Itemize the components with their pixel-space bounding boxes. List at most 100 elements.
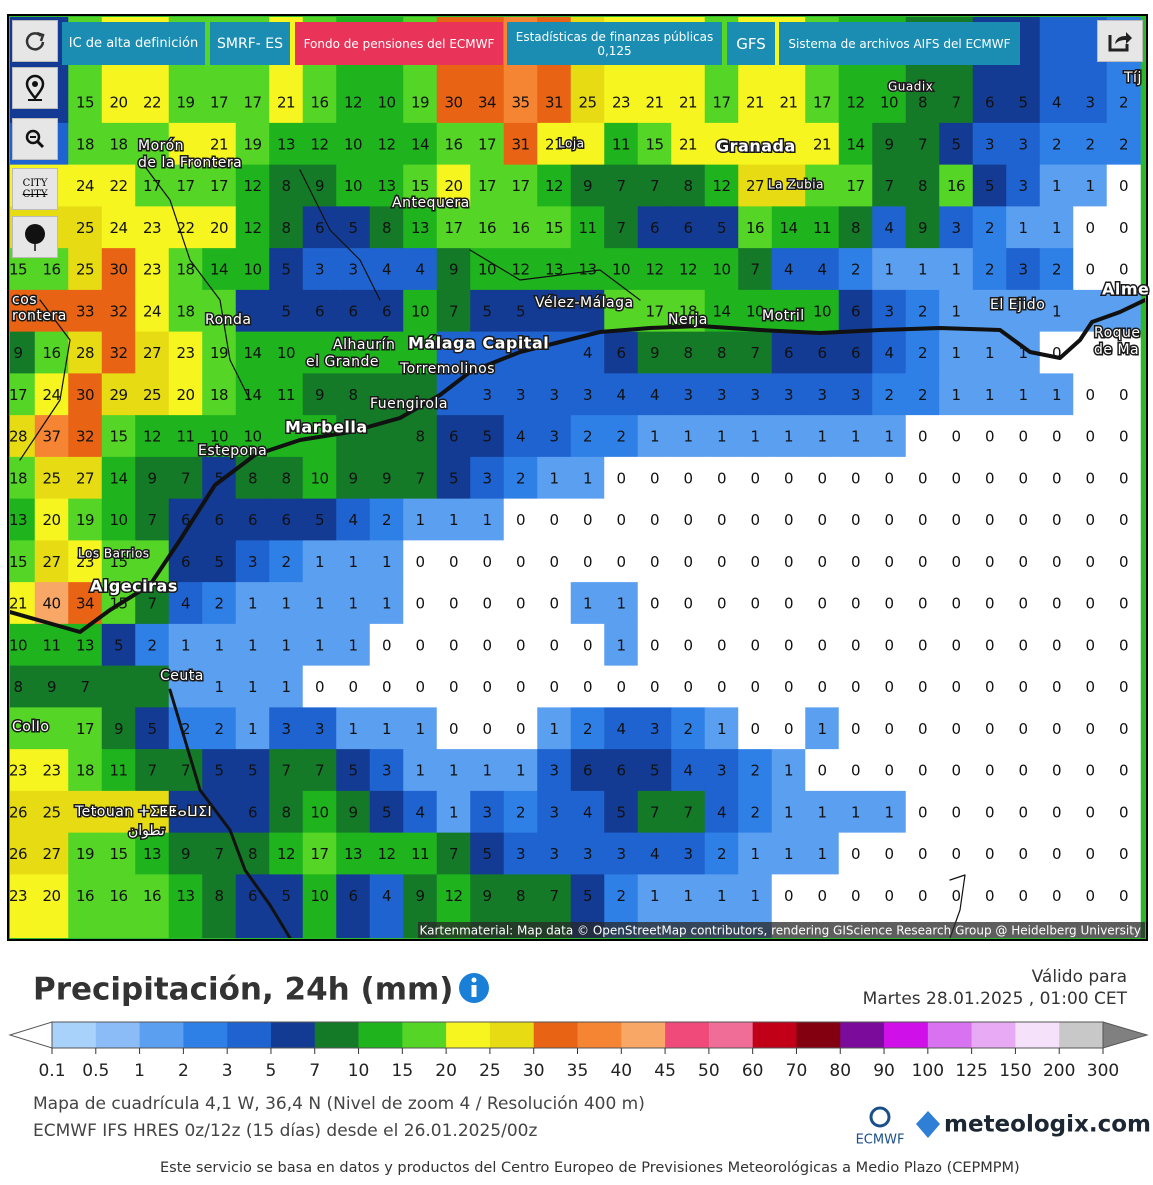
grid-cell [671, 582, 706, 625]
cell-value: 12 [377, 135, 395, 153]
grid-cell [135, 456, 170, 500]
brand-logo[interactable]: meteologix.com [916, 1111, 1151, 1138]
cell-value: 15 [109, 553, 127, 571]
cell-fill [68, 790, 103, 834]
model-button[interactable]: Estadísticas de finanzas públicas 0,125 [507, 22, 722, 65]
grid-cell [637, 248, 672, 291]
grid-cell [470, 289, 505, 333]
cell-value: 3 [516, 386, 525, 404]
city-label-off: CITY [22, 189, 48, 200]
city-toggle[interactable]: CITY CITY [12, 168, 58, 210]
cell-value: 0 [851, 845, 860, 863]
grid-cell [68, 164, 103, 207]
grid-cell [1106, 415, 1141, 458]
zoom-button[interactable] [12, 118, 58, 160]
model-button[interactable]: Sistema de archivos AIFS del ECMWF [779, 22, 1020, 65]
model-button[interactable]: GFS [727, 22, 775, 65]
cell-value: 8 [348, 386, 357, 404]
grid-cell [570, 206, 605, 249]
grid-cell [235, 331, 270, 374]
cell-value: 0 [918, 553, 927, 571]
grid-cell [403, 790, 438, 834]
grid-cell [269, 373, 304, 416]
grid-cell [10, 456, 36, 500]
cell-value: 1 [482, 511, 491, 529]
grid-cell [135, 707, 170, 750]
brand-text[interactable]: meteologix.com [944, 1112, 1151, 1138]
grid-cell [503, 790, 538, 834]
grid-cell [470, 540, 505, 583]
cell-value: 0 [1052, 344, 1061, 362]
cell-value: 8 [248, 469, 257, 487]
grid-cell [202, 582, 237, 625]
grid-cell [269, 790, 304, 834]
grid-cell [905, 206, 940, 249]
cell-value: 7 [884, 177, 893, 195]
cell-fill [1106, 331, 1141, 374]
info-icon[interactable] [459, 973, 489, 1003]
model-button[interactable]: IC de alta definición [62, 22, 205, 65]
marker-button[interactable] [12, 216, 58, 258]
grid-cell [939, 623, 974, 667]
grid-cell [671, 206, 706, 249]
cell-value: 1 [449, 803, 458, 821]
grid-cell [637, 206, 672, 249]
cell-fill [972, 289, 1007, 333]
cell-value: 2 [1052, 261, 1061, 279]
grid-cell [403, 540, 438, 583]
grid-cell [336, 832, 371, 875]
grid-cell [101, 206, 136, 249]
cell-value: 16 [478, 219, 496, 237]
legend-tick-label: 80 [829, 1061, 851, 1081]
grid-cell [34, 498, 69, 541]
model-button[interactable]: Fondo de pensiones del ECMWF [295, 22, 503, 65]
cell-value: 0 [817, 553, 826, 571]
grid-cell [369, 456, 404, 500]
grid-cell [470, 415, 505, 458]
grid-cell [537, 665, 572, 708]
share-button[interactable] [1097, 20, 1143, 62]
cell-value: 0 [1018, 595, 1027, 613]
cell-value: 10 [9, 636, 27, 654]
grid-cell [972, 749, 1007, 792]
cell-value: 18 [176, 261, 194, 279]
grid-cell [1106, 582, 1141, 625]
grid-cell [1073, 623, 1108, 667]
grid-cell [336, 498, 371, 541]
grid-cell [235, 874, 270, 938]
grid-cell [336, 665, 371, 708]
grid-cell [202, 874, 237, 938]
refresh-button[interactable] [12, 20, 58, 62]
cell-value: 23 [612, 94, 630, 112]
grid-cell [604, 164, 639, 207]
cell-value: 10 [344, 177, 362, 195]
grid-cell [671, 498, 706, 541]
grid-cell [1073, 832, 1108, 875]
cell-value: 3 [851, 386, 860, 404]
cell-value: 0 [951, 595, 960, 613]
grid-cell [101, 623, 136, 667]
grid-cell [235, 665, 270, 708]
cell-value: 4 [650, 386, 659, 404]
grid-cell [604, 623, 639, 667]
model-button[interactable]: SMRF- ES [210, 22, 290, 65]
cell-value: 5 [281, 887, 290, 905]
grid-cell [235, 122, 270, 166]
grid-cell [771, 415, 806, 458]
location-button[interactable] [12, 67, 58, 109]
grid-cell [101, 749, 136, 792]
grid-cell [1073, 248, 1108, 291]
cell-value: 0 [918, 845, 927, 863]
grid-cell [537, 164, 572, 207]
cell-value: 9 [449, 261, 458, 279]
grid-cell [168, 289, 203, 333]
legend-tick-label: 45 [654, 1061, 676, 1081]
cell-value: 1 [449, 511, 458, 529]
cell-value: 1 [1052, 386, 1061, 404]
cell-value: 6 [248, 803, 257, 821]
grid-cell [101, 832, 136, 875]
cell-value: 9 [47, 678, 56, 696]
cell-value: 16 [310, 94, 328, 112]
cell-value: 0 [985, 887, 994, 905]
cell-value: 6 [851, 302, 860, 320]
